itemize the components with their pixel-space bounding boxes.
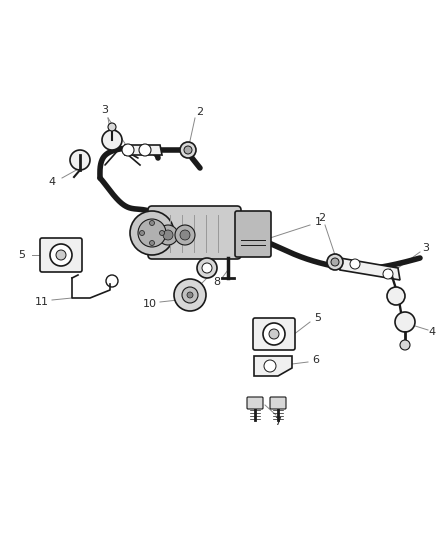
Circle shape: [350, 259, 360, 269]
Circle shape: [180, 230, 190, 240]
FancyBboxPatch shape: [40, 238, 82, 272]
Text: 5: 5: [314, 313, 321, 323]
Text: 9: 9: [192, 285, 200, 295]
Circle shape: [56, 250, 66, 260]
Circle shape: [163, 230, 173, 240]
Circle shape: [180, 142, 196, 158]
FancyBboxPatch shape: [235, 211, 271, 257]
Text: 1: 1: [314, 217, 321, 227]
Circle shape: [175, 225, 195, 245]
Circle shape: [174, 279, 206, 311]
Circle shape: [149, 221, 155, 225]
Circle shape: [387, 287, 405, 305]
Text: 4: 4: [428, 327, 435, 337]
Circle shape: [158, 225, 178, 245]
FancyBboxPatch shape: [148, 206, 241, 259]
Polygon shape: [254, 356, 292, 376]
Text: 3: 3: [102, 105, 109, 115]
Text: 8: 8: [213, 277, 221, 287]
Text: 2: 2: [196, 107, 204, 117]
Text: 2: 2: [318, 213, 325, 223]
Polygon shape: [340, 258, 400, 280]
Circle shape: [138, 219, 166, 247]
Polygon shape: [125, 145, 162, 155]
Circle shape: [102, 130, 122, 150]
Text: 5: 5: [18, 250, 25, 260]
Circle shape: [327, 254, 343, 270]
Circle shape: [395, 312, 415, 332]
Circle shape: [182, 287, 198, 303]
Text: 4: 4: [49, 177, 56, 187]
Circle shape: [50, 244, 72, 266]
Circle shape: [139, 144, 151, 156]
Text: 10: 10: [143, 299, 157, 309]
Circle shape: [130, 211, 174, 255]
FancyBboxPatch shape: [253, 318, 295, 350]
Circle shape: [269, 329, 279, 339]
FancyBboxPatch shape: [247, 397, 263, 409]
Text: 3: 3: [423, 243, 430, 253]
Circle shape: [331, 258, 339, 266]
Circle shape: [400, 340, 410, 350]
Circle shape: [383, 269, 393, 279]
Circle shape: [264, 360, 276, 372]
Circle shape: [197, 258, 217, 278]
Circle shape: [187, 292, 193, 298]
Circle shape: [263, 323, 285, 345]
Circle shape: [202, 263, 212, 273]
Text: 7: 7: [275, 417, 282, 427]
Circle shape: [122, 144, 134, 156]
Circle shape: [139, 230, 145, 236]
Text: 6: 6: [312, 355, 319, 365]
Circle shape: [184, 146, 192, 154]
Circle shape: [159, 230, 165, 236]
Text: 11: 11: [35, 297, 49, 307]
Circle shape: [149, 240, 155, 246]
Circle shape: [108, 123, 116, 131]
Circle shape: [70, 150, 90, 170]
FancyBboxPatch shape: [270, 397, 286, 409]
